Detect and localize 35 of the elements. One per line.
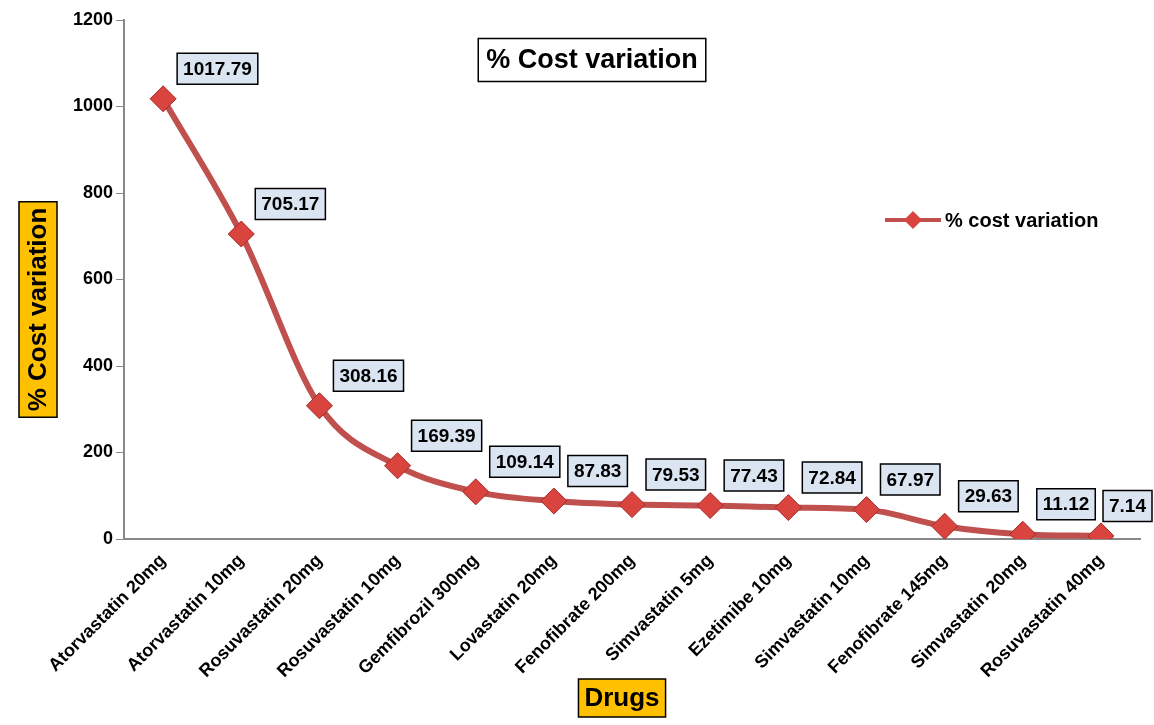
point (618, 491, 646, 519)
point (305, 392, 333, 420)
y-tick-label: 1000 (73, 95, 114, 116)
data-label: 308.16 (339, 364, 398, 386)
data-label: 1017.79 (183, 58, 252, 80)
y-tick-label: 200 (83, 441, 114, 462)
data-label: 7.14 (1109, 495, 1147, 517)
data-label: 77.43 (730, 464, 778, 486)
point (149, 85, 177, 113)
y-axis-title: % Cost variation (22, 207, 53, 412)
point (227, 220, 255, 248)
point (696, 492, 724, 520)
legend-label: % cost variation (945, 208, 1099, 231)
y-tick-label: 600 (83, 268, 114, 289)
data-label: 67.97 (886, 468, 935, 490)
y-tick-label: 1200 (73, 8, 114, 29)
y-tick-label: 400 (83, 354, 114, 375)
data-label: 87.83 (573, 460, 622, 482)
data-label: 109.14 (495, 451, 555, 473)
point (931, 512, 959, 540)
data-label: 29.63 (964, 485, 1013, 507)
data-label: 72.84 (808, 466, 857, 488)
y-tick-label: 0 (103, 527, 114, 548)
text: % Cost variation (486, 44, 698, 75)
point (540, 487, 568, 515)
data-label: 169.39 (417, 424, 476, 446)
data-label: 705.17 (261, 193, 320, 215)
y-tick-label: 800 (83, 181, 114, 202)
data-label: 11.12 (1042, 493, 1090, 515)
point (852, 496, 880, 524)
x-axis-title: Drugs (584, 682, 660, 713)
point (462, 478, 490, 506)
point (774, 494, 802, 522)
data-label: 79.53 (652, 463, 700, 485)
point (384, 452, 412, 480)
